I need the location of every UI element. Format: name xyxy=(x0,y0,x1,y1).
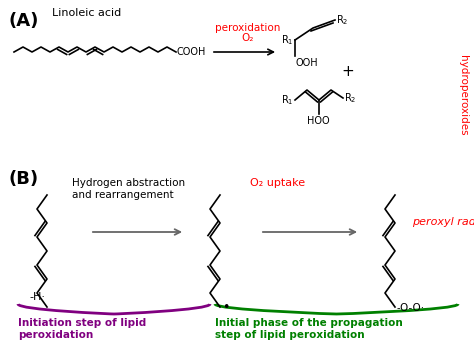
Text: R$_1$: R$_1$ xyxy=(281,33,293,47)
Text: Hydrogen abstraction
and rearrangement: Hydrogen abstraction and rearrangement xyxy=(72,178,185,200)
Text: O₂ uptake: O₂ uptake xyxy=(250,178,305,188)
Text: Initiation step of lipid
peroxidation: Initiation step of lipid peroxidation xyxy=(18,318,146,340)
Text: Initial phase of the propagation
step of lipid peroxidation: Initial phase of the propagation step of… xyxy=(215,318,403,340)
Text: peroxyl radical: peroxyl radical xyxy=(412,217,474,227)
Text: (A): (A) xyxy=(8,12,38,30)
Text: •: • xyxy=(222,301,229,313)
Text: COOH: COOH xyxy=(177,47,206,57)
Text: O₂: O₂ xyxy=(242,33,254,43)
Text: OOH: OOH xyxy=(296,58,319,68)
Text: R$_1$: R$_1$ xyxy=(281,93,293,107)
Text: peroxidation: peroxidation xyxy=(215,23,281,33)
Text: -O-O·: -O-O· xyxy=(397,303,425,313)
Text: +: + xyxy=(342,65,355,80)
Text: R$_2$: R$_2$ xyxy=(344,91,356,105)
Text: Linoleic acid: Linoleic acid xyxy=(52,8,121,18)
Text: -H·: -H· xyxy=(29,292,45,302)
Text: (B): (B) xyxy=(8,170,38,188)
Text: HOO: HOO xyxy=(307,116,329,126)
Text: R$_2$: R$_2$ xyxy=(336,13,348,27)
Text: hydroperoxides: hydroperoxides xyxy=(458,55,468,135)
